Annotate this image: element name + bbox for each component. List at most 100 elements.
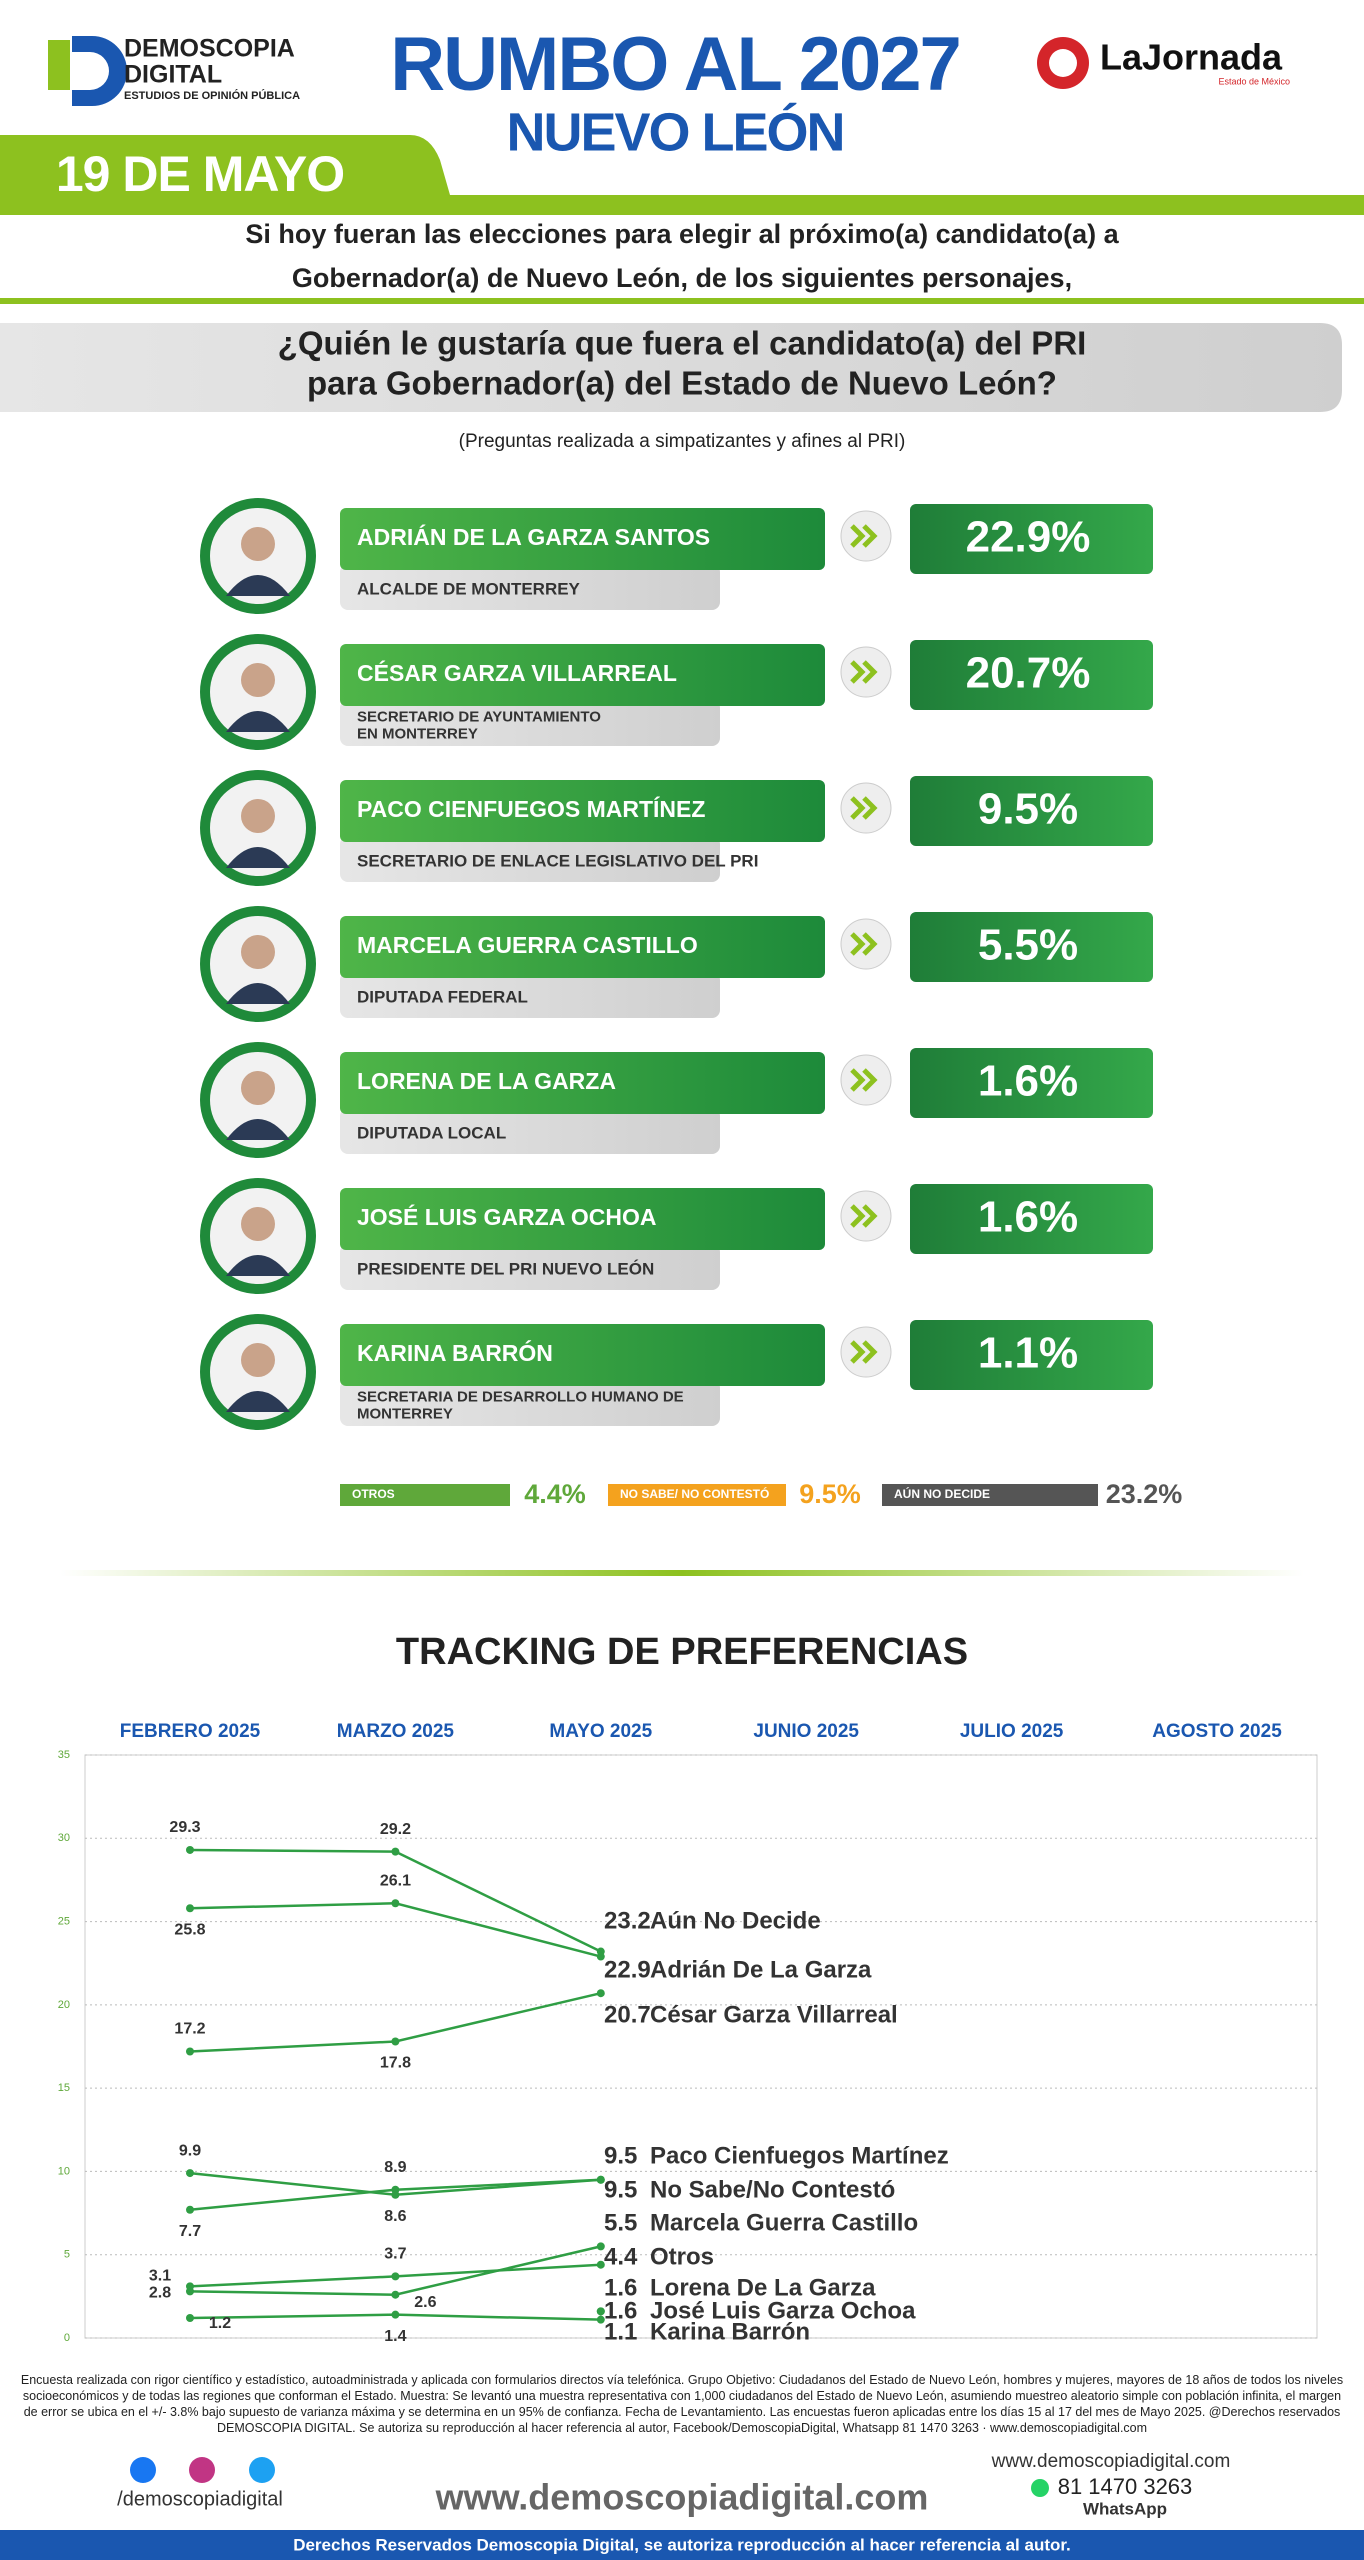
arrow-glyph <box>850 1068 878 1092</box>
series-line <box>189 1901 602 1958</box>
others-bar <box>608 1484 786 1506</box>
point <box>391 2185 400 2194</box>
value-label: 22.9% <box>966 513 1091 562</box>
title: RUMBO AL 2027 <box>390 22 960 107</box>
role-bar <box>340 972 720 1018</box>
photo-body <box>226 1391 290 1412</box>
series-name: Karina Barrón <box>650 2318 810 2345</box>
x-tick-label: JULIO 2025 <box>960 1721 1064 1742</box>
point <box>391 2290 400 2299</box>
data-label: 26.1 <box>380 1872 411 1889</box>
series-name: José Luis Garza Ochoa <box>650 2297 916 2324</box>
question: ¿Quién le gustaría que fuera el candidat… <box>278 325 1087 362</box>
candidate-role: PRESIDENTE DEL PRI NUEVO LEÓN <box>357 1259 654 1278</box>
point <box>391 1899 400 1908</box>
point <box>186 2314 194 2323</box>
others-name: OTROS <box>352 1487 395 1501</box>
logo-mark <box>48 40 70 90</box>
partner-logo <box>1049 49 1077 77</box>
candidate-role: MONTERREY <box>357 1405 453 1422</box>
candidate-role: SECRETARIA DE DESARROLLO HUMANO DE <box>357 1388 684 1405</box>
data-label: 1.2 <box>209 2315 231 2332</box>
x-tick-label: FEBRERO 2025 <box>120 1721 261 1742</box>
point <box>391 2037 400 2046</box>
point <box>186 2205 194 2214</box>
candidate-role: ALCALDE DE MONTERREY <box>357 579 581 598</box>
intro: Si hoy fueran las elecciones para elegir… <box>245 219 1119 249</box>
partner-sub: Estado de México <box>1218 76 1290 86</box>
point <box>596 2307 605 2316</box>
data-label: 1.6 <box>604 2297 637 2324</box>
point <box>186 2169 194 2178</box>
logo-tagline: ESTUDIOS DE OPINIÓN PÚBLICA <box>124 89 300 102</box>
name-bar <box>340 916 825 978</box>
photo-body <box>226 983 290 1004</box>
others-value: 23.2% <box>1106 1479 1183 1509</box>
others-value: 9.5% <box>799 1479 861 1509</box>
candidate-name: CÉSAR GARZA VILLARREAL <box>357 659 677 686</box>
data-label: 20.7 <box>604 2001 651 2028</box>
data-label: 9.5 <box>604 2176 637 2203</box>
photo-body <box>226 1119 290 1140</box>
point <box>596 1989 605 1998</box>
role-bar <box>340 1380 720 1426</box>
data-label: 1.6 <box>604 2274 637 2301</box>
name-bar <box>340 1052 825 1114</box>
point <box>596 1952 605 1961</box>
y-tick-label: 20 <box>58 1999 70 2011</box>
candidate-role: DIPUTADA FEDERAL <box>357 987 528 1006</box>
facebook-icon <box>130 2457 156 2483</box>
role-bar <box>340 700 720 746</box>
data-label: 1.4 <box>384 2328 406 2345</box>
data-label: 5.5 <box>604 2209 637 2236</box>
divider <box>60 1570 1304 1576</box>
point <box>186 2047 194 2056</box>
arrow-icon <box>840 510 892 562</box>
series-name: No Sabe/No Contestó <box>650 2176 895 2203</box>
name-bar <box>340 780 825 842</box>
series-name: Adrián De La Garza <box>650 1956 872 1983</box>
point <box>186 1845 194 1854</box>
others-bar <box>882 1484 1098 1506</box>
arrow-glyph <box>850 1204 878 1228</box>
data-label: 2.6 <box>414 2294 436 2311</box>
data-label: 23.2 <box>604 1907 651 1934</box>
candidate-role: EN MONTERREY <box>357 725 478 742</box>
y-tick-label: 5 <box>64 2249 70 2261</box>
candidate-name: ADRIÁN DE LA GARZA SANTOS <box>357 523 710 550</box>
data-label: 17.2 <box>174 2021 205 2038</box>
candidate-role: SECRETARIO DE AYUNTAMIENTO <box>357 708 601 725</box>
phone: 81 1470 3263 <box>1058 2474 1193 2499</box>
point <box>596 2242 605 2251</box>
role-bar <box>340 1244 720 1290</box>
arrow-glyph <box>850 1340 878 1364</box>
series-name: Marcela Guerra Castillo <box>650 2209 918 2236</box>
value-box <box>910 1184 1153 1254</box>
logo-mark <box>72 36 127 106</box>
photo-head <box>241 1071 275 1105</box>
candidate-role: SECRETARIO DE ENLACE LEGISLATIVO DEL PRI <box>357 851 758 870</box>
arrow-icon <box>840 646 892 698</box>
note: (Preguntas realizada a simpatizantes y a… <box>459 431 906 452</box>
divider <box>0 298 1364 304</box>
series-name: Aún No Decide <box>650 1907 821 1934</box>
arrow-icon <box>840 1190 892 1242</box>
candidate-name: JOSÉ LUIS GARZA OCHOA <box>357 1203 656 1230</box>
point <box>186 2282 194 2291</box>
photo-head <box>241 527 275 561</box>
name-bar <box>340 508 825 570</box>
photo-body <box>226 575 290 596</box>
candidate-role: DIPUTADA LOCAL <box>357 1123 506 1142</box>
candidate-name: MARCELA GUERRA CASTILLO <box>357 932 698 958</box>
name-bar <box>340 644 825 706</box>
candidate-name: LORENA DE LA GARZA <box>357 1068 616 1094</box>
value-box <box>910 776 1153 846</box>
arrow-glyph <box>850 796 878 820</box>
series-name: Paco Cienfuegos Martínez <box>650 2142 949 2169</box>
value-label: 1.6% <box>978 1193 1078 1242</box>
photo-head <box>241 1207 275 1241</box>
intro: Gobernador(a) de Nuevo León, de los sigu… <box>292 263 1072 293</box>
arrow-icon <box>840 1326 892 1378</box>
point <box>596 2175 605 2184</box>
